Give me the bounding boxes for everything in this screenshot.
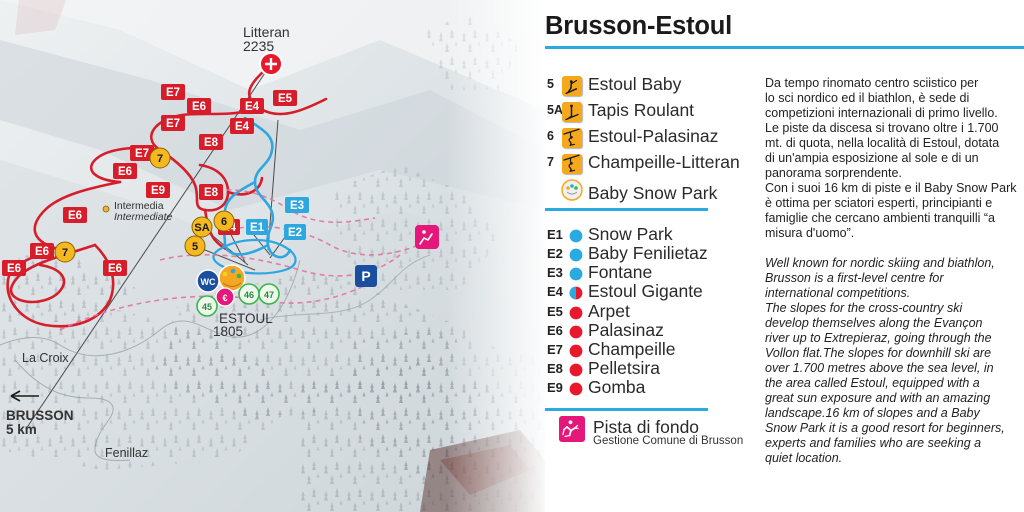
svg-text:6: 6 [221, 216, 227, 228]
svg-text:1805: 1805 [213, 324, 243, 339]
svg-text:E7: E7 [166, 87, 180, 99]
svg-text:E6: E6 [118, 166, 132, 178]
svg-text:E6: E6 [35, 246, 49, 258]
svg-text:E6: E6 [108, 263, 122, 275]
svg-text:E1: E1 [250, 222, 265, 234]
svg-text:E7: E7 [166, 118, 180, 130]
svg-text:La Croix: La Croix [22, 351, 69, 365]
svg-text:SA: SA [194, 222, 209, 234]
svg-text:E6: E6 [192, 101, 206, 113]
svg-text:45: 45 [202, 302, 212, 312]
svg-text:E4: E4 [235, 121, 250, 133]
svg-text:E3: E3 [290, 200, 304, 212]
svg-text:E6: E6 [68, 210, 82, 222]
svg-text:E8: E8 [204, 137, 219, 149]
svg-text:E7: E7 [135, 148, 149, 160]
svg-text:7: 7 [157, 153, 163, 165]
svg-text:WC: WC [201, 277, 216, 287]
svg-text:P: P [361, 268, 370, 284]
svg-text:BRUSSON: BRUSSON [6, 408, 74, 423]
svg-text:5: 5 [192, 241, 198, 253]
svg-text:E2: E2 [288, 227, 302, 239]
svg-text:€: € [222, 293, 227, 303]
svg-text:E8: E8 [204, 187, 219, 199]
svg-text:Intermediate: Intermediate [114, 211, 173, 223]
svg-text:5 km: 5 km [6, 422, 37, 437]
svg-text:7: 7 [62, 247, 68, 259]
svg-text:Fenillaz: Fenillaz [105, 446, 148, 460]
svg-text:E9: E9 [151, 185, 165, 197]
svg-text:47: 47 [264, 290, 274, 300]
svg-text:2235: 2235 [243, 38, 274, 54]
svg-text:E5: E5 [278, 93, 293, 105]
svg-text:E4: E4 [245, 101, 260, 113]
svg-text:46: 46 [244, 290, 254, 300]
svg-text:E6: E6 [7, 263, 21, 275]
